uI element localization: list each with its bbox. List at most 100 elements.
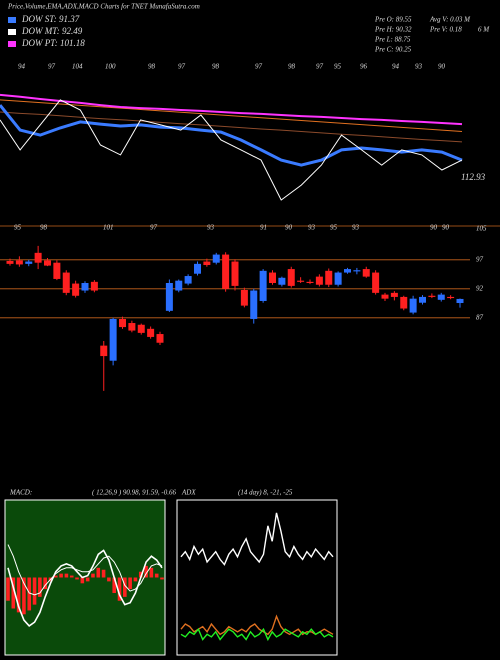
- candle-body: [353, 270, 361, 272]
- candle-body: [119, 318, 126, 328]
- candle-body: [25, 261, 33, 264]
- macd-histogram-bar: [144, 565, 148, 578]
- page-title: Price,Volume,EMA,ADX,MACD Charts for TNE…: [7, 3, 200, 11]
- candle-body: [315, 276, 323, 285]
- candle-body: [81, 283, 89, 291]
- candle-body: [175, 280, 183, 291]
- macd-histogram-bar: [75, 577, 79, 580]
- macd-histogram-bar: [123, 577, 127, 597]
- candle-body: [437, 294, 445, 300]
- price-top-label: 95: [330, 224, 338, 232]
- candle-body: [15, 260, 23, 265]
- macd-histogram-bar: [149, 567, 154, 578]
- candle-body: [306, 281, 314, 283]
- candle-body: [372, 272, 380, 293]
- ema-top-label: 98: [288, 63, 296, 71]
- legend-label: DOW MT: 92.49: [21, 26, 83, 36]
- candle-body: [165, 283, 173, 311]
- macd-line: [7, 549, 163, 627]
- signal-line: [7, 544, 163, 596]
- ema-top-label: 93: [415, 63, 423, 71]
- ema-line: [0, 104, 463, 167]
- price-top-label: 98: [40, 224, 48, 232]
- adx-params: (14 day) 8, -21, -25: [238, 489, 293, 497]
- price-top-label: 93: [207, 224, 215, 232]
- candle-body: [34, 252, 42, 263]
- candle-body: [287, 269, 295, 286]
- candle-body: [240, 289, 248, 306]
- legend-swatch: [8, 17, 16, 23]
- candle-body: [53, 262, 61, 279]
- candle-body: [222, 254, 230, 289]
- ema-top-label: 97: [178, 63, 186, 71]
- y-tick-label: 97: [476, 255, 484, 263]
- legend-label: DOW ST: 91.37: [21, 14, 80, 24]
- ema-top-label: 97: [255, 63, 263, 71]
- ema-top-label: 104: [72, 63, 83, 71]
- candle-body: [325, 270, 333, 285]
- adx-line: [180, 627, 334, 642]
- candle-body: [90, 281, 98, 291]
- macd-histogram-bar: [27, 577, 32, 611]
- price-top-label: 101: [103, 224, 114, 232]
- candle-body: [147, 328, 155, 337]
- ema-top-label: 98: [148, 63, 156, 71]
- legend-swatch: [8, 29, 16, 35]
- price-top-label: 95: [14, 224, 22, 232]
- adx-line: [180, 512, 334, 566]
- candle-body: [6, 260, 14, 264]
- stat-label: 6 M: [478, 26, 490, 34]
- macd-histogram-bar: [112, 577, 117, 593]
- candle-body: [44, 260, 51, 266]
- candle-body: [409, 298, 417, 313]
- macd-histogram-bar: [138, 571, 143, 578]
- stat-label: Pre C: 90.25: [374, 46, 412, 54]
- y-tick-label: 92: [476, 284, 484, 292]
- macd-histogram-bar: [117, 577, 122, 601]
- macd-histogram-bar: [133, 577, 138, 582]
- candle-body: [156, 334, 164, 343]
- macd-histogram-bar: [22, 577, 26, 615]
- stat-label: Pre H: 90.32: [374, 26, 412, 34]
- ema-line: [0, 93, 463, 126]
- ema-top-label: 94: [392, 63, 400, 71]
- macd-histogram-bar: [43, 577, 47, 590]
- macd-histogram-bar: [6, 577, 10, 601]
- candle-body: [137, 324, 145, 333]
- candle-body: [269, 272, 276, 283]
- macd-histogram-bar: [53, 575, 58, 578]
- macd-histogram-bar: [80, 577, 85, 584]
- candle-body: [381, 294, 389, 299]
- macd-histogram-bar: [85, 577, 90, 582]
- candle-body: [390, 292, 398, 297]
- candle-body: [72, 283, 80, 296]
- stat-label: Avg V: 0.03 M: [429, 16, 471, 24]
- y-tick-label: 87: [476, 313, 484, 321]
- macd-histogram-bar: [59, 573, 63, 578]
- stat-label: Pre O: 89.55: [374, 16, 412, 24]
- candle-body: [194, 263, 201, 274]
- ema-annotation: 112.93: [461, 172, 486, 182]
- candle-body: [203, 261, 211, 266]
- ema-top-label: 95: [334, 63, 342, 71]
- price-top-label: 90: [442, 224, 450, 232]
- candle-body: [100, 345, 108, 357]
- macd-histogram-bar: [91, 573, 95, 578]
- candle-body: [109, 318, 117, 361]
- macd-histogram-bar: [64, 573, 69, 578]
- candle-body: [419, 296, 426, 303]
- macd-histogram-bar: [154, 573, 159, 578]
- macd-histogram-bar: [96, 567, 101, 578]
- candle-body: [456, 298, 464, 304]
- macd-histogram-bar: [11, 577, 16, 609]
- ema-top-label: 94: [18, 63, 26, 71]
- candle-body: [212, 254, 220, 263]
- ema-line: [0, 111, 463, 143]
- candle-body: [259, 270, 267, 301]
- candle-body: [344, 269, 351, 273]
- macd-histogram-bar: [160, 577, 164, 580]
- legend-label: DOW PT: 101.18: [21, 38, 85, 48]
- adx-line: [180, 614, 334, 636]
- candle-body: [250, 290, 258, 319]
- macd-histogram-bar: [101, 569, 106, 578]
